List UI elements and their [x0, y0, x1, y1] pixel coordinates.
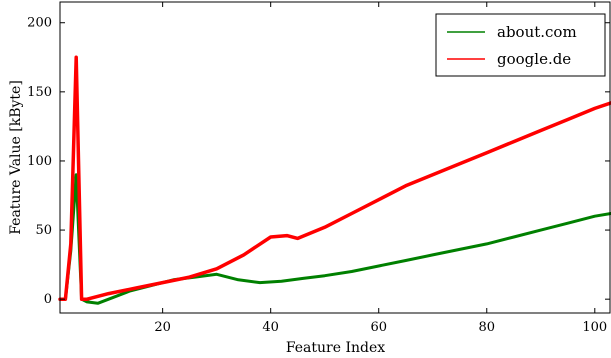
series-line-about-com	[58, 173, 611, 305]
legend: about.com google.de	[435, 13, 606, 77]
y-tick-label: 100	[27, 154, 52, 169]
y-tick-label: 200	[27, 16, 52, 31]
y-tick-label: 50	[35, 223, 52, 238]
x-tick-label: 40	[262, 320, 279, 335]
series-line-google-de	[58, 55, 611, 301]
y-tick-label: 0	[44, 292, 52, 307]
y-tick-label: 150	[27, 85, 52, 100]
x-tick-label: 80	[478, 320, 495, 335]
legend-label-google-de: google.de	[497, 50, 571, 68]
y-axis-label: Feature Value [kByte]	[8, 80, 24, 235]
x-tick-label: 100	[582, 320, 607, 335]
x-tick-label: 60	[370, 320, 387, 335]
x-axis-label: Feature Index	[286, 340, 385, 356]
axis-ticks: 20 40 60 80 100 0 50 100 150 200	[27, 2, 610, 335]
plot-lines	[58, 55, 611, 305]
legend-label-about-com: about.com	[497, 23, 577, 41]
legend-box	[435, 13, 606, 77]
plot-frame	[59, 1, 611, 314]
x-tick-label: 20	[154, 320, 171, 335]
